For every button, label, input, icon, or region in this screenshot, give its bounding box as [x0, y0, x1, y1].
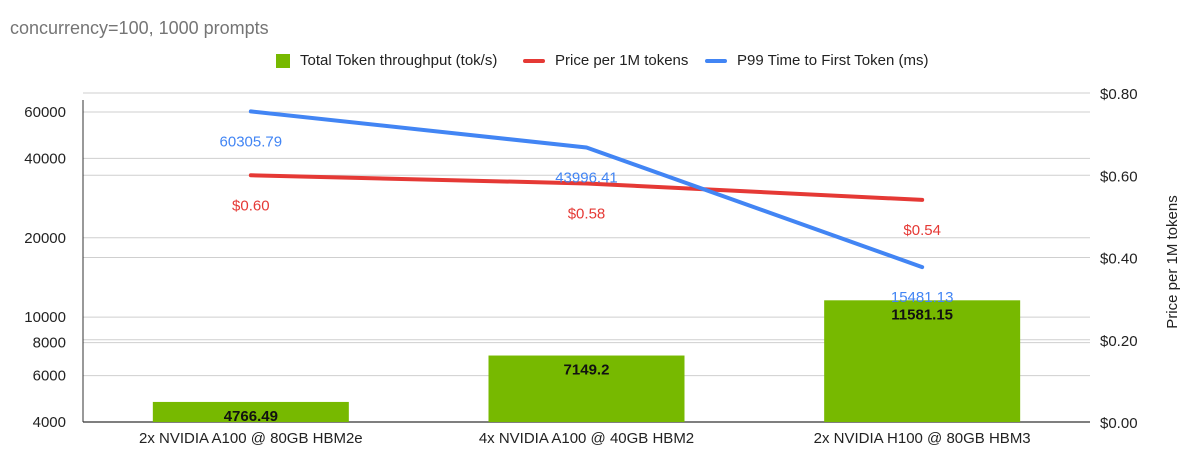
bar-data-label: 11581.15: [891, 306, 953, 323]
y-left-tick-label: 60000: [24, 104, 66, 121]
y-right-axis-title: Price per 1M tokens: [1164, 195, 1181, 328]
legend-label: Total Token throughput (tok/s): [300, 52, 498, 69]
legend-item: Price per 1M tokens: [523, 52, 688, 69]
x-category-label: 2x NVIDIA H100 @ 80GB HBM3: [814, 430, 1031, 447]
legend-item: Total Token throughput (tok/s): [276, 52, 497, 69]
ttft-data-label: 60305.79: [220, 133, 283, 150]
y-left-tick-label: 40000: [24, 150, 66, 167]
ttft-data-label: 43996.41: [555, 170, 618, 187]
chart-subtitle: concurrency=100, 1000 prompts: [10, 18, 269, 38]
price-data-label: $0.54: [903, 222, 941, 239]
bar-throughput: [152, 401, 349, 422]
x-category-label: 2x NVIDIA A100 @ 80GB HBM2e: [139, 430, 363, 447]
line-ttft: [248, 109, 925, 270]
y-left-tick-label: 8000: [33, 335, 66, 352]
x-category-label: 4x NVIDIA A100 @ 40GB HBM2: [479, 430, 694, 447]
y-right-tick-label: $0.20: [1100, 333, 1138, 350]
y-right-tick-label: $0.80: [1100, 86, 1138, 103]
y-right-tick-label: $0.40: [1100, 251, 1138, 268]
chart-legend: Total Token throughput (tok/s) Price per …: [0, 52, 1200, 74]
y-left-tick-label: 20000: [24, 230, 66, 247]
line-price: [248, 173, 925, 202]
bar-throughput: [488, 355, 685, 422]
price-data-label: $0.60: [232, 197, 270, 214]
price-data-label: $0.58: [568, 205, 606, 222]
ttft-data-label: 15481.13: [891, 289, 954, 306]
bar-data-label: 7149.2: [564, 362, 610, 379]
legend-swatch: [705, 58, 727, 63]
bar-throughput: [824, 300, 1021, 422]
legend-label: Price per 1M tokens: [555, 52, 689, 69]
legend-swatch: [276, 53, 290, 68]
y-right-tick-label: $0.00: [1100, 415, 1138, 432]
legend-item: P99 Time to First Token (ms): [705, 52, 928, 69]
y-left-tick-label: 6000: [33, 368, 66, 385]
y-left-tick-label: 10000: [24, 309, 66, 326]
legend-swatch: [523, 58, 545, 63]
y-left-tick-label: 4000: [33, 414, 66, 431]
legend-label: P99 Time to First Token (ms): [737, 52, 929, 69]
bar-data-label: 4766.49: [224, 408, 278, 425]
y-right-tick-label: $0.60: [1100, 168, 1138, 185]
